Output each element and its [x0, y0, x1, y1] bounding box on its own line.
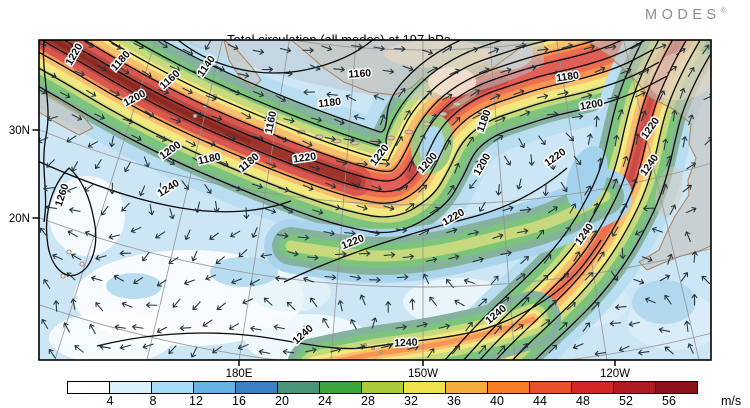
colorbar-tick-label: 56 [662, 394, 676, 408]
contour-label: 1200 [579, 97, 604, 113]
kuril-coast [39, 89, 94, 136]
colorbar-cell [193, 381, 236, 394]
colorbar-cell [445, 381, 488, 394]
lon-label: 180E [226, 368, 253, 380]
low-wind-pocket [428, 67, 476, 97]
lon-label: 120W [600, 368, 630, 380]
colorbar-cell [529, 381, 572, 394]
colorbar-cell [571, 381, 614, 394]
wind-speed-bands [39, 40, 711, 360]
colorbar-tick-label: 44 [533, 394, 547, 408]
colorbar-cell [151, 381, 194, 394]
map-frame [38, 39, 712, 361]
kamchatka-landmass [223, 40, 262, 89]
colorbar-cell [403, 381, 446, 394]
colorbar-tick-label: 20 [275, 394, 289, 408]
colorbar-cell [235, 381, 278, 394]
axis-labels: 30N 20N 180E 150W 120W [9, 125, 630, 380]
contour-label: 1180 [555, 69, 579, 84]
colorbar-tick-label: 28 [361, 394, 375, 408]
colorbar-tick-label: 36 [447, 394, 461, 408]
alaska-interior-tint [384, 40, 494, 68]
colorbar-cell [277, 381, 320, 394]
colorbar-tick-label: 32 [404, 394, 418, 408]
colorbar-tick-label: 24 [318, 394, 332, 408]
registered-mark: ® [720, 6, 727, 15]
lat-label: 30N [9, 125, 30, 137]
colorbar-cell [613, 381, 656, 394]
contour-label: 1180 [318, 96, 342, 110]
colorbar-cell [67, 381, 110, 394]
colorbar-cell [487, 381, 530, 394]
colorbar-tick-label: 4 [106, 394, 114, 408]
modes-logo: MODES® [645, 6, 727, 23]
colorbar-cell [655, 381, 698, 394]
colorbar-tick-label: 12 [189, 394, 203, 408]
lat-label: 20N [9, 213, 30, 225]
contour-label: 1240 [394, 336, 418, 349]
colorbar-tick-label: 48 [576, 394, 590, 408]
colorbar-tick-label: 8 [149, 394, 157, 408]
lon-label: 150W [408, 368, 438, 380]
colorbar [67, 381, 698, 394]
colorbar-cell [361, 381, 404, 394]
colorbar-tick-label: 16 [232, 394, 246, 408]
contour-label: 1220 [292, 150, 317, 165]
colorbar-cell [319, 381, 362, 394]
wind-arrows [39, 40, 711, 359]
colorbar-cell [109, 381, 152, 394]
colorbar-tick-label: 52 [619, 394, 633, 408]
colorbar-unit: m/s [721, 394, 742, 408]
contour-label: 1160 [348, 67, 372, 81]
na-interior-tint [648, 50, 711, 100]
colorbar-tick-label: 40 [490, 394, 504, 408]
